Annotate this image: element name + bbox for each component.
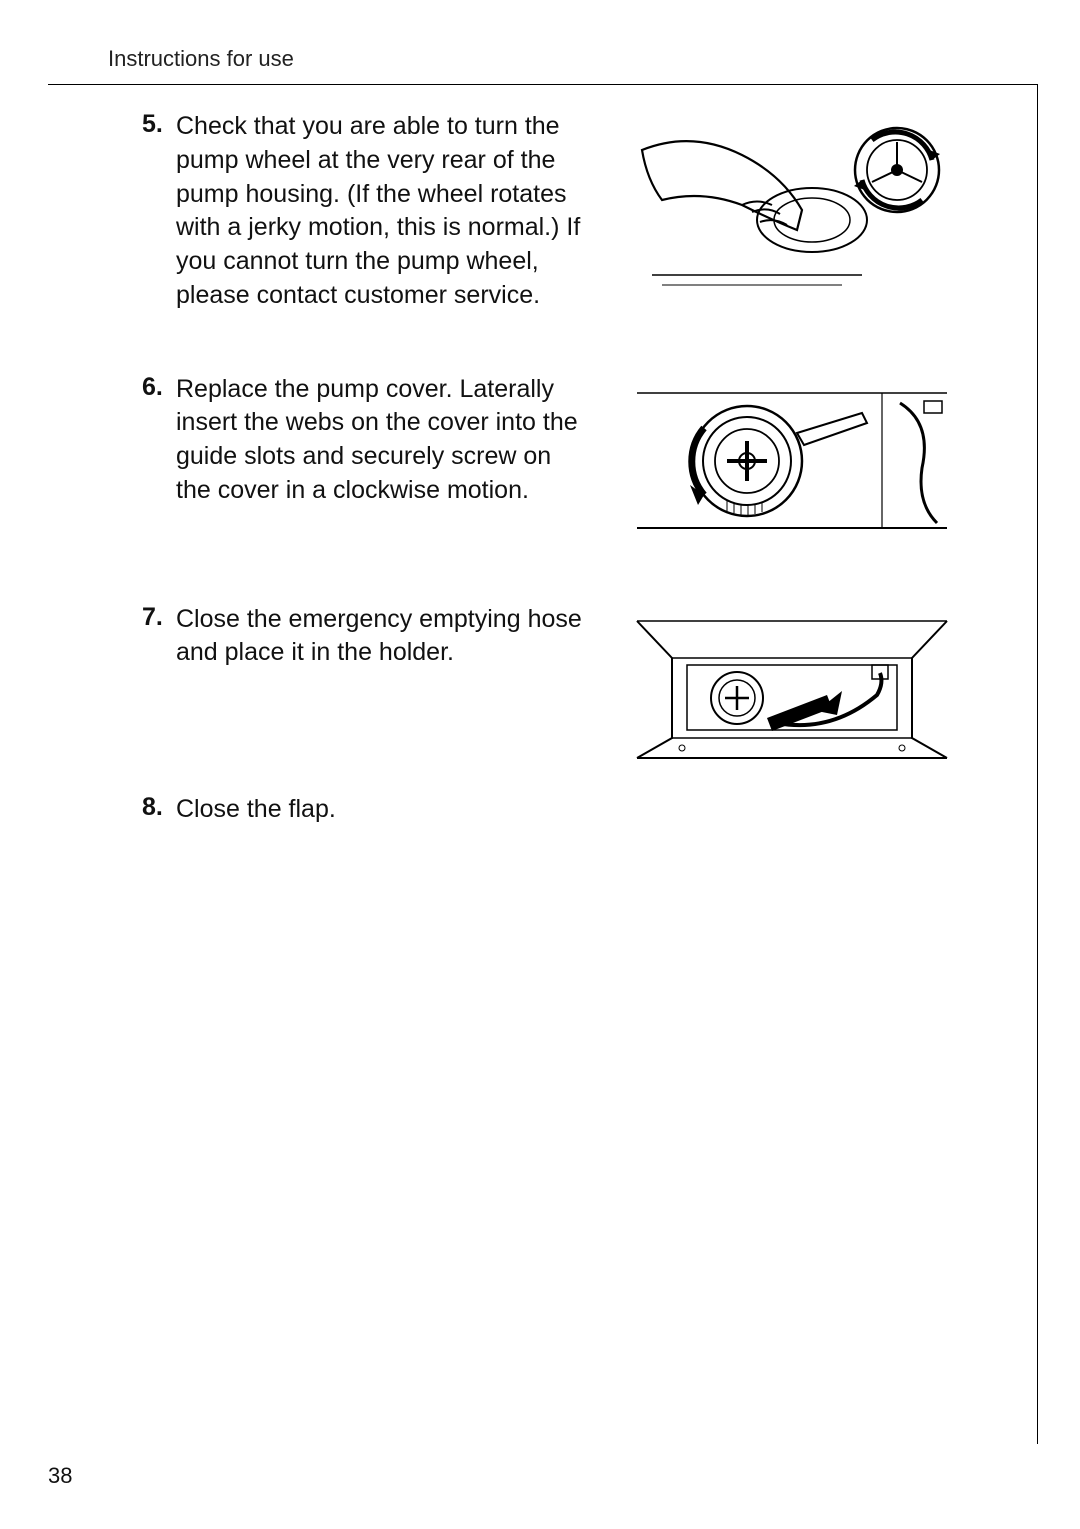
step-7: 7. Close the emergency emptying hose and… (142, 603, 1022, 763)
step-5: 5. Check that you are able to turn the p… (142, 110, 1022, 313)
step-8-num: 8. (142, 793, 170, 822)
step-5-text: Check that you are able to turn the pump… (176, 110, 592, 313)
step-8: 8. Close the flap. (142, 793, 1022, 827)
step-8-text: Close the flap. (176, 793, 336, 827)
step-6-text: Replace the pump cover. Laterally insert… (176, 373, 592, 508)
step-7-text: Close the emergency emptying hose and pl… (176, 603, 592, 671)
step-7-num: 7. (142, 603, 170, 632)
step-6-num: 6. (142, 373, 170, 402)
content-area: 5. Check that you are able to turn the p… (142, 110, 1022, 886)
step-6: 6. Replace the pump cover. Laterally ins… (142, 373, 1022, 543)
figure-hose-holder (632, 603, 952, 763)
page-number: 38 (48, 1463, 72, 1489)
header-instructions: Instructions for use (108, 46, 294, 72)
figure-pump-wheel (632, 110, 952, 300)
step-5-num: 5. (142, 110, 170, 139)
figure-pump-cover (632, 373, 952, 543)
